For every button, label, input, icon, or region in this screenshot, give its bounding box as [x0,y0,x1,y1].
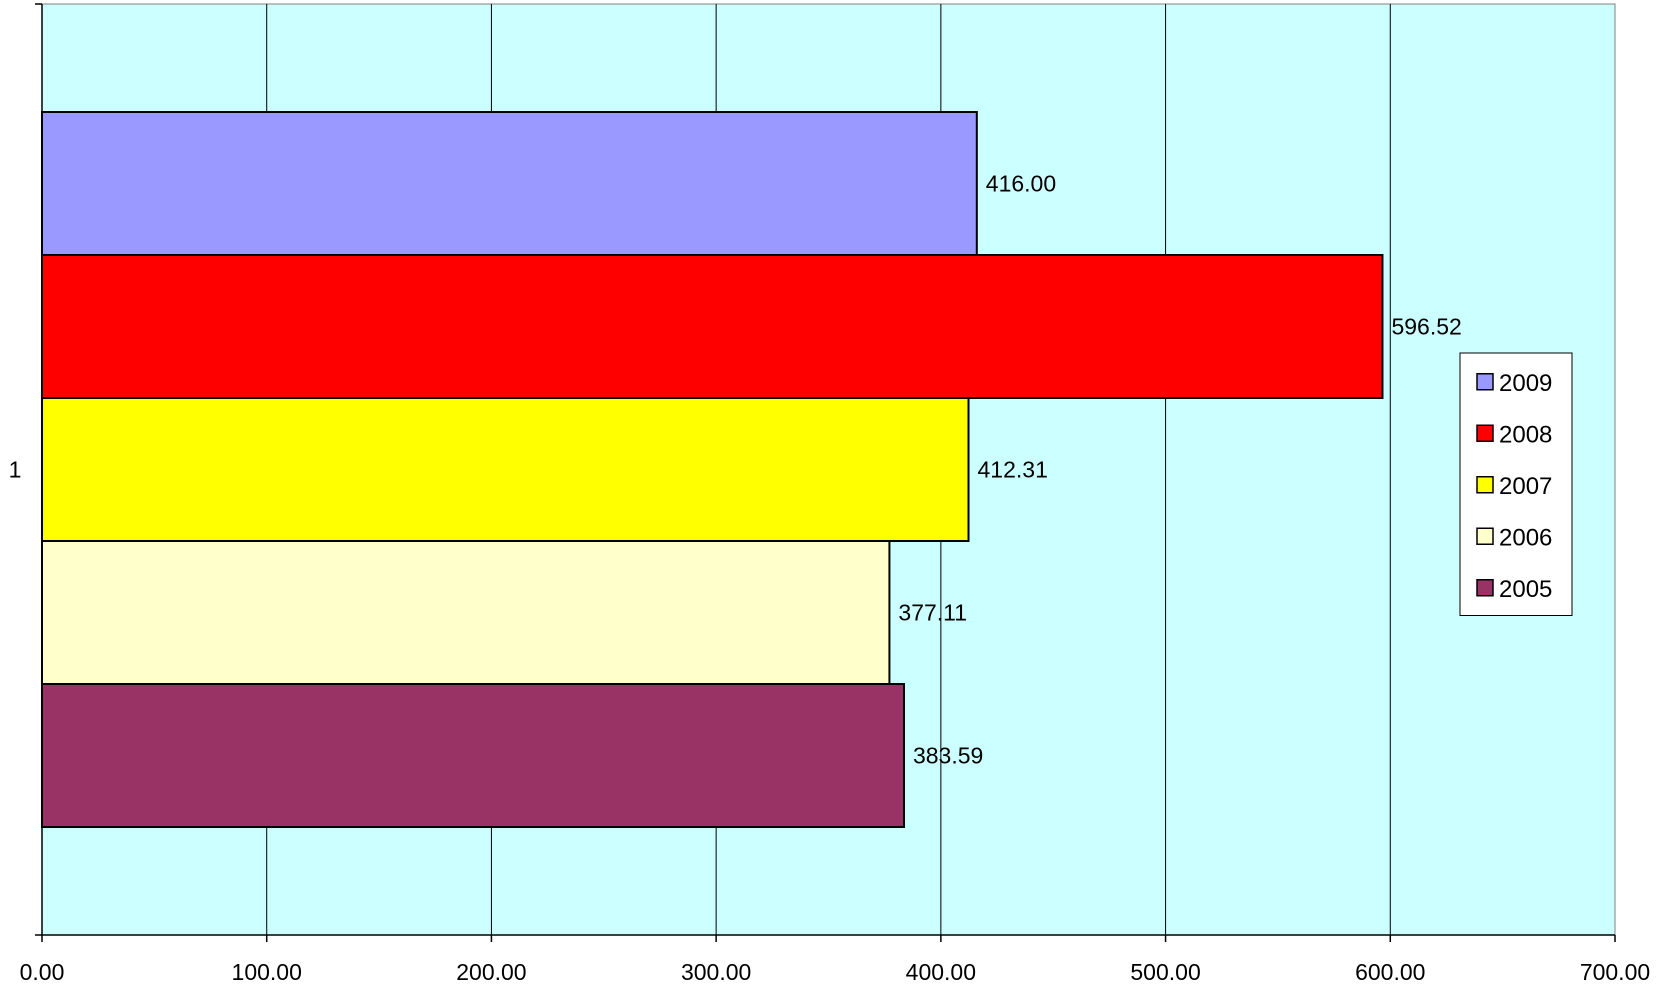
bar-2009 [41,111,978,256]
y-category-label: 1 [9,457,22,483]
legend-swatch-2007 [1476,476,1494,494]
x-tick-label: 100.00 [232,959,302,983]
x-tick-label: 500.00 [1130,959,1200,983]
bar-2005 [41,683,905,828]
x-tick-label: 300.00 [681,959,751,983]
axes: 0.00 100.00 200.00 300.00 400.00 500.00 600.00… [9,3,1650,985]
data-label-2005: 383.59 [913,743,983,769]
legend-label-2005: 2005 [1499,576,1552,603]
data-label-2007: 412.31 [978,457,1048,483]
legend: 2009 2008 2007 2006 2005 [1459,352,1573,616]
legend-label-2008: 2008 [1499,421,1552,448]
data-labels: 416.00 596.52 412.31 377.11 383.59 [898,171,1461,769]
bar-2006 [41,540,891,685]
x-tick-label: 200.00 [456,959,526,983]
legend-swatch-2008 [1476,424,1494,442]
x-tick-label: 700.00 [1580,959,1650,983]
bar-2007 [41,397,970,542]
bar-2008 [41,254,1384,399]
legend-label-2009: 2009 [1499,370,1552,397]
data-label-2006: 377.11 [898,600,967,626]
legend-swatch-2009 [1476,373,1494,391]
x-tick-label: 0.00 [20,959,65,983]
legend-label-2006: 2006 [1499,524,1552,551]
legend-swatch-2006 [1476,527,1494,545]
legend-swatch-2005 [1476,579,1494,597]
data-label-2009: 416.00 [986,171,1056,197]
x-tick-label: 400.00 [906,959,976,983]
x-tick-label: 600.00 [1355,959,1425,983]
data-label-2008: 596.52 [1391,314,1461,340]
legend-label-2007: 2007 [1499,473,1552,500]
bars [41,111,1384,828]
